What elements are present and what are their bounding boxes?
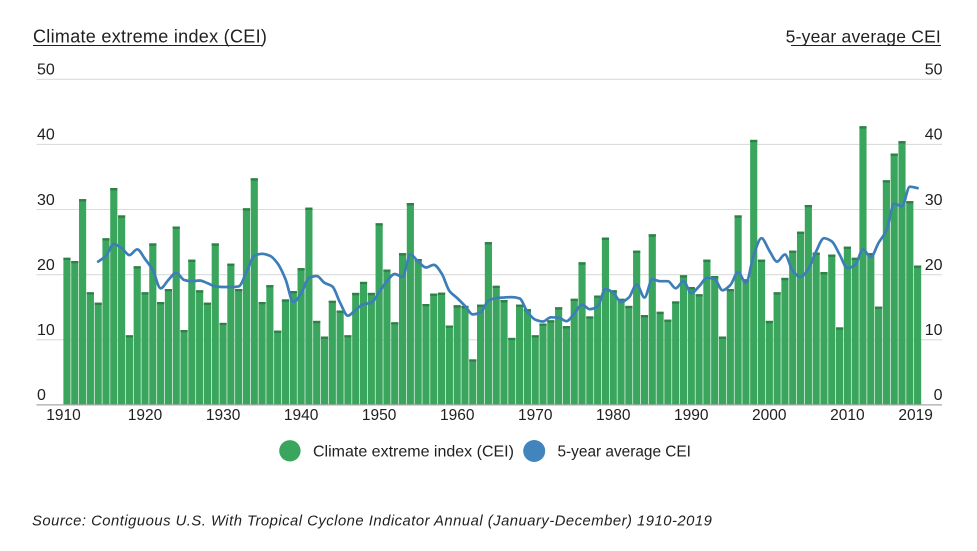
svg-text:2019: 2019 bbox=[898, 407, 932, 424]
svg-text:1990: 1990 bbox=[674, 407, 709, 424]
svg-text:20: 20 bbox=[37, 257, 55, 274]
svg-text:30: 30 bbox=[925, 192, 943, 209]
svg-text:1970: 1970 bbox=[518, 407, 553, 424]
svg-text:0: 0 bbox=[37, 387, 46, 404]
svg-text:1910: 1910 bbox=[46, 407, 81, 424]
svg-text:0: 0 bbox=[934, 387, 943, 404]
svg-text:40: 40 bbox=[925, 127, 943, 144]
svg-text:1950: 1950 bbox=[362, 407, 397, 424]
svg-text:Climate extreme index (CEI): Climate extreme index (CEI) bbox=[33, 27, 267, 47]
svg-text:1940: 1940 bbox=[284, 407, 319, 424]
svg-text:Climate extreme index (CEI): Climate extreme index (CEI) bbox=[313, 444, 514, 461]
svg-text:10: 10 bbox=[37, 322, 55, 339]
svg-text:1930: 1930 bbox=[206, 407, 241, 424]
svg-text:50: 50 bbox=[37, 62, 55, 79]
svg-text:10: 10 bbox=[925, 322, 943, 339]
svg-text:50: 50 bbox=[925, 62, 943, 79]
svg-text:40: 40 bbox=[37, 127, 55, 144]
svg-text:30: 30 bbox=[37, 192, 55, 209]
svg-text:Source: Contiguous U.S. With T: Source: Contiguous U.S. With Tropical Cy… bbox=[32, 514, 712, 530]
svg-text:1960: 1960 bbox=[440, 407, 475, 424]
svg-text:1980: 1980 bbox=[596, 407, 631, 424]
svg-text:2010: 2010 bbox=[830, 407, 865, 424]
svg-text:20: 20 bbox=[925, 257, 943, 274]
svg-text:5-year average CEI: 5-year average CEI bbox=[558, 444, 691, 461]
svg-text:5-year average CEI: 5-year average CEI bbox=[786, 27, 941, 47]
svg-text:2000: 2000 bbox=[752, 407, 787, 424]
svg-text:1920: 1920 bbox=[128, 407, 163, 424]
